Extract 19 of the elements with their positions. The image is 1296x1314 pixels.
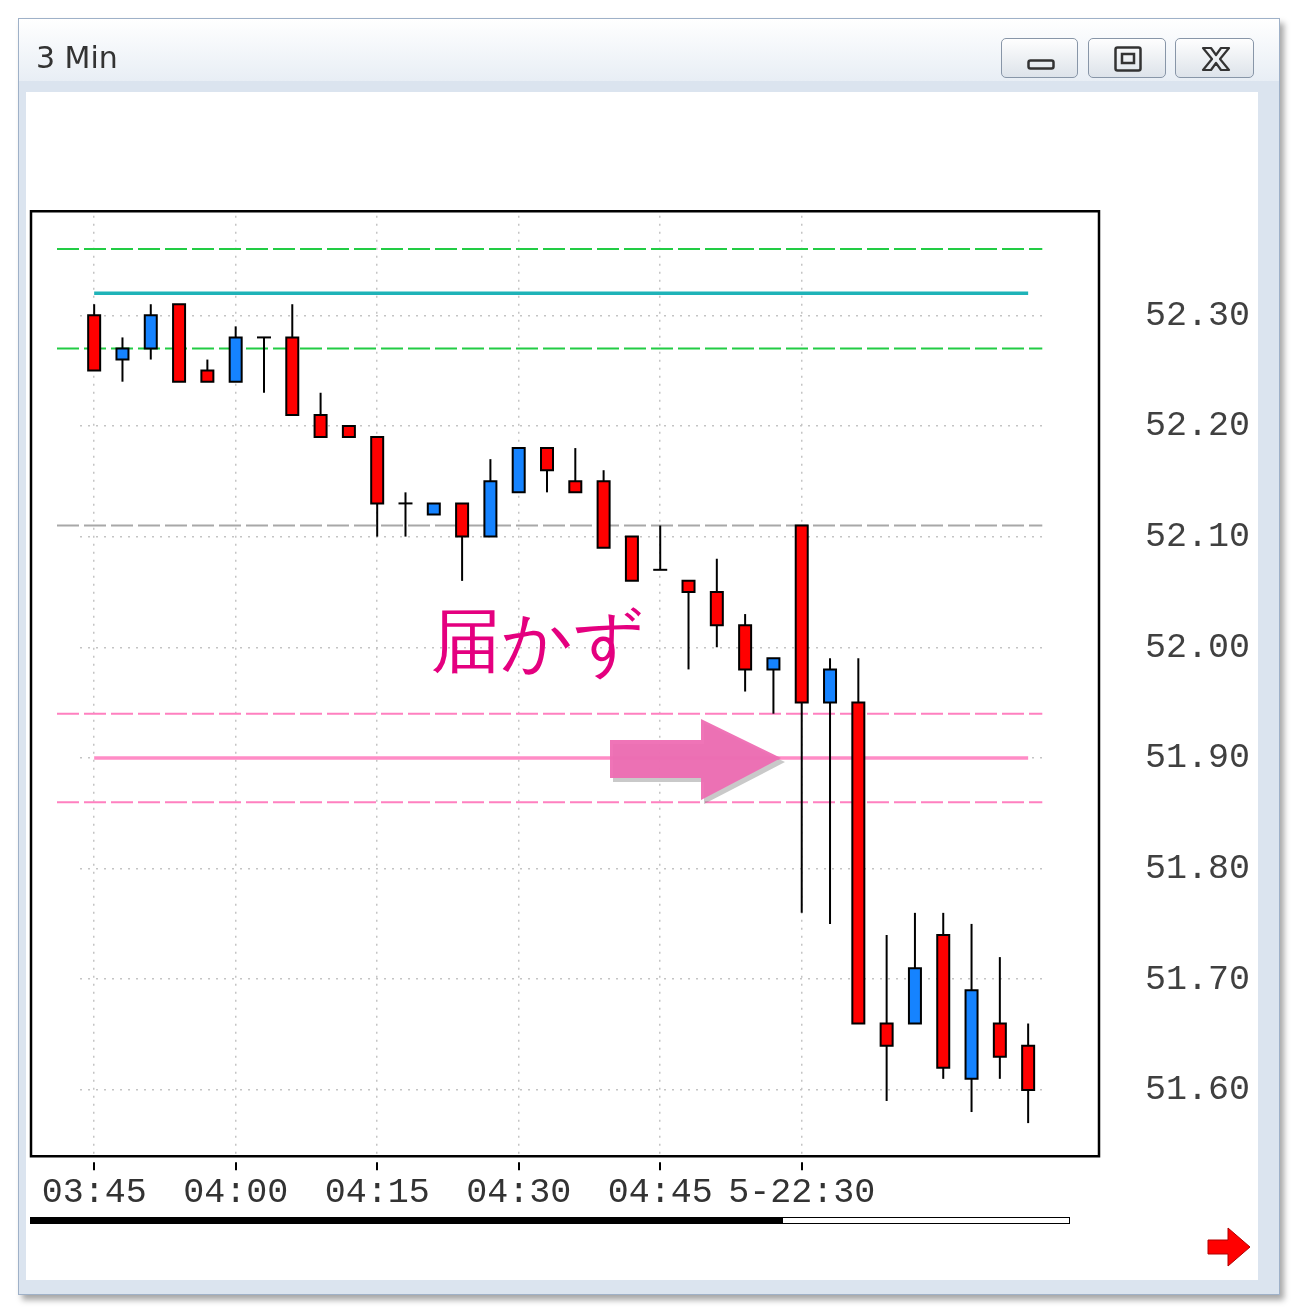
candlestick [653,524,668,571]
y-tick-label: 51.60 [1145,1070,1251,1111]
y-tick-label: 51.90 [1145,738,1251,779]
candlestick [256,336,271,394]
chart-title: 3 Min [36,40,118,76]
y-tick-label: 51.70 [1145,959,1251,1000]
y-tick-label: 52.10 [1145,516,1251,557]
annotation: 届かず [430,600,645,683]
x-tick-label: 03:45 [41,1172,147,1213]
x-tick-label: 04:15 [324,1172,430,1213]
x-tick-label: 04:30 [466,1172,572,1213]
y-tick-label: 52.30 [1145,295,1251,336]
y-tick-label: 52.00 [1145,627,1251,668]
x-tick-label: 5-22:30 [728,1172,876,1213]
y-tick-label: 51.80 [1145,848,1251,889]
x-tick-label: 04:45 [607,1172,713,1213]
y-tick-label: 52.20 [1145,406,1251,447]
candlestick [398,491,413,538]
x-tick-label: 04:00 [183,1172,289,1213]
